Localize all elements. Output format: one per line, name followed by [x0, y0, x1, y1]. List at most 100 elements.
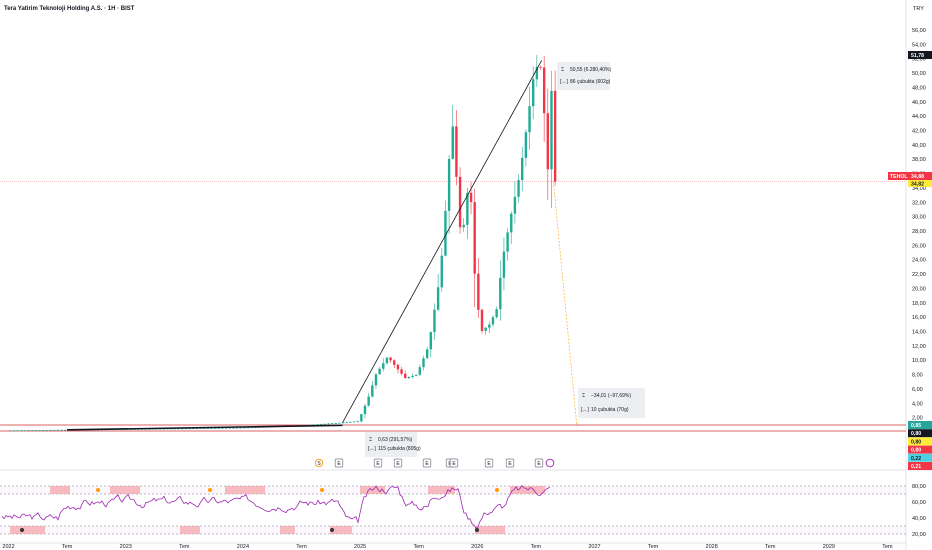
split-event-label: S — [317, 461, 321, 467]
candle-body — [473, 202, 476, 274]
candle-body — [53, 429, 56, 431]
candle-body — [23, 430, 27, 432]
candle-body — [404, 373, 407, 379]
time-axis-tick: 2022 — [2, 544, 14, 550]
earnings-event-icon — [484, 458, 494, 468]
candle-body — [531, 79, 535, 107]
candle-body — [444, 210, 447, 256]
candle-body — [63, 429, 67, 431]
rsi-overbought-block — [225, 486, 265, 494]
dividend-event-icon — [545, 458, 555, 468]
candle-body — [254, 427, 257, 428]
earnings-event-icon — [449, 458, 459, 468]
price-axis-tick: 32,00 — [912, 200, 926, 206]
time-axis-tick: 2027 — [588, 544, 600, 550]
price-axis-tick: 56,00 — [912, 28, 926, 34]
candle-body — [239, 427, 242, 429]
candle-body — [425, 349, 429, 359]
candle-body — [323, 423, 326, 425]
price-axis-tick: 26,00 — [912, 243, 926, 249]
candle-body — [177, 428, 180, 430]
candle-body — [31, 430, 34, 431]
candle-body — [360, 414, 363, 422]
price-axis-tick: 24,00 — [912, 258, 926, 264]
rsi-overbought-block — [428, 486, 455, 494]
measure-change-text: −34,01 (−97,69%) — [591, 393, 631, 399]
price-axis-tick: 6,00 — [912, 387, 923, 393]
candle-body — [407, 377, 411, 379]
candle-body — [210, 428, 213, 429]
measure-line-rally — [342, 60, 543, 423]
candle-body — [385, 357, 389, 364]
time-axis-tick: Tem — [765, 544, 776, 550]
measure-box — [578, 388, 645, 418]
candle-body — [312, 424, 316, 426]
time-axis-tick: Tem — [179, 544, 190, 550]
earnings-event-label: E — [425, 461, 429, 467]
candle-body — [45, 430, 49, 431]
price-axis-tick: 40,00 — [912, 143, 926, 149]
time-axis-tick: 2028 — [706, 544, 718, 550]
price-tag — [908, 462, 932, 470]
measure-change-text: 0,63 (291,57%) — [378, 437, 413, 443]
last-price-tag-text: 34,88 — [911, 174, 924, 180]
candle-body — [180, 428, 184, 430]
candle-body — [429, 332, 433, 350]
candle-body — [38, 430, 41, 431]
earnings-event-icon — [373, 458, 383, 468]
candle-body — [521, 157, 524, 181]
rsi-oversold-block — [475, 526, 505, 534]
candle-body — [506, 232, 509, 252]
measure-range-icon: ⌶ — [561, 67, 564, 73]
candle-body — [349, 421, 352, 423]
measure-range-icon: ⌶ — [582, 393, 585, 399]
prev-price-tag — [908, 180, 932, 187]
price-tag-text: 0,85 — [911, 423, 921, 429]
candle-body — [228, 427, 231, 429]
candle-body — [246, 427, 250, 429]
candle-body — [418, 367, 422, 375]
candle-body — [389, 357, 392, 361]
measure-box — [557, 62, 610, 90]
candle-body — [488, 324, 491, 328]
candle-body — [206, 428, 209, 429]
candle-body — [469, 192, 473, 203]
measure-change-text: 50,55 (6.280,40%) — [570, 67, 611, 73]
price-axis-tick: 42,00 — [912, 129, 926, 135]
high-price-tag — [908, 51, 932, 59]
candle-body — [49, 429, 52, 431]
price-axis-tick: 48,00 — [912, 85, 926, 91]
price-tag — [908, 421, 932, 429]
candle-body — [499, 277, 502, 310]
candle-body — [539, 66, 542, 68]
price-axis-tick: 22,00 — [912, 272, 926, 278]
chart-title: Tera Yatirim Teknoloji Holding A.S. · 1H… — [4, 6, 135, 12]
candle-body — [378, 368, 381, 375]
candle-body — [422, 358, 425, 368]
candle-body — [517, 180, 520, 197]
candle-body — [447, 158, 451, 211]
candle-body — [491, 317, 495, 325]
candle-body — [363, 405, 367, 415]
measure-bars-text: 115 çubukta (805g) — [378, 446, 421, 452]
time-axis-tick: Tem — [648, 544, 659, 550]
candle-body — [60, 429, 63, 431]
price-axis-tick: 4,00 — [912, 401, 923, 407]
candle-body — [195, 428, 199, 430]
candle-body — [477, 273, 480, 310]
candle-body — [528, 106, 531, 133]
earnings-event-label: E — [396, 461, 400, 467]
time-axis-tick: Tem — [413, 544, 424, 550]
split-event-icon — [314, 458, 324, 468]
measure-bars-text: 10 çubukta (70g) — [591, 407, 629, 413]
candle-body — [217, 427, 220, 429]
time-axis-tick: 2029 — [823, 544, 835, 550]
candle-body — [334, 423, 337, 424]
price-tag — [908, 437, 932, 446]
candle-body — [396, 364, 400, 370]
candle-body — [367, 396, 370, 406]
candle-body — [213, 428, 217, 429]
price-axis-tick: 34,00 — [912, 186, 926, 192]
measure-bars-icon: [↔] — [560, 79, 568, 85]
